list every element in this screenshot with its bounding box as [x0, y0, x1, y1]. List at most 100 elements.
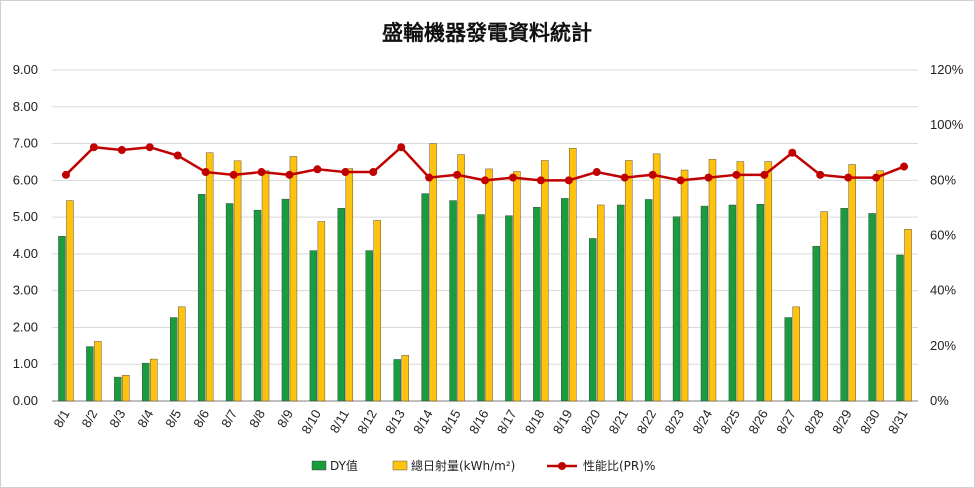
- dy-bar: [281, 198, 290, 402]
- irradiance-bar: [848, 164, 856, 402]
- left-tick-label: 8.00: [13, 99, 38, 114]
- irradiance-bar: [401, 355, 409, 402]
- dy-bar: [170, 317, 178, 402]
- legend-label: 性能比(PR)%: [583, 459, 655, 473]
- dy-bar: [253, 209, 262, 402]
- left-tick-label: 2.00: [13, 319, 38, 334]
- left-tick-label: 9.00: [13, 62, 38, 77]
- pr-point: [704, 173, 713, 182]
- pr-point: [369, 168, 378, 177]
- left-tick-label: 5.00: [13, 209, 38, 224]
- right-tick-label: 80%: [930, 172, 956, 187]
- dy-bar: [812, 245, 820, 402]
- irradiance-bar: [904, 229, 912, 402]
- right-tick-label: 100%: [930, 117, 964, 132]
- legend-swatch: [311, 460, 327, 471]
- irradiance-bar: [429, 143, 437, 402]
- irradiance-bar: [680, 169, 689, 402]
- right-tick-label: 0%: [930, 393, 949, 408]
- legend-swatch: [392, 460, 408, 471]
- irradiance-bar: [485, 168, 493, 402]
- dy-bar: [337, 208, 346, 402]
- dy-bar: [616, 204, 625, 402]
- dy-bar: [505, 215, 513, 402]
- dy-bar: [114, 376, 122, 402]
- irradiance-bar: [66, 200, 74, 402]
- dy-bar: [589, 238, 597, 402]
- dy-bar: [672, 216, 681, 402]
- pr-point: [788, 148, 797, 157]
- bars: [58, 143, 912, 402]
- right-tick-label: 120%: [930, 62, 964, 77]
- dy-bar: [728, 204, 737, 402]
- left-tick-label: 6.00: [13, 172, 38, 187]
- pr-point: [592, 168, 601, 177]
- irradiance-bar: [792, 306, 800, 402]
- dy-bar: [449, 200, 457, 402]
- irradiance-bar: [764, 161, 773, 402]
- irradiance-bar: [708, 159, 717, 402]
- dy-bar: [784, 317, 792, 402]
- irradiance-bar: [652, 153, 661, 402]
- pr-point: [285, 170, 294, 179]
- legend: DY值 總日射量(kWh/m²) 性能比(PR)%: [311, 458, 655, 473]
- irradiance-bar: [178, 306, 186, 402]
- left-tick-label: 4.00: [13, 246, 38, 261]
- dy-bar: [561, 198, 569, 402]
- pr-line: [61, 143, 909, 185]
- irradiance-bar: [205, 152, 214, 402]
- pr-point: [536, 176, 545, 185]
- dy-bar: [840, 208, 848, 402]
- pr-point: [117, 145, 126, 154]
- pr-point: [900, 162, 909, 171]
- irradiance-bar: [289, 156, 298, 402]
- dy-bar: [644, 199, 653, 402]
- dy-bar: [142, 362, 150, 402]
- pr-point: [816, 170, 825, 179]
- legend-label: 總日射量(kWh/m²): [411, 458, 515, 473]
- legend-label: DY值: [330, 458, 358, 473]
- dy-bar: [756, 204, 765, 402]
- left-tick-label: 1.00: [13, 356, 38, 371]
- right-axis-ticks: 0% 20% 40% 60% 80% 100% 120%: [930, 62, 964, 408]
- dy-bar: [868, 213, 876, 402]
- gridlines: [52, 69, 918, 402]
- irradiance-bar: [876, 170, 884, 402]
- irradiance-bar: [513, 171, 521, 402]
- irradiance-bar: [261, 170, 270, 402]
- legend-marker: [558, 462, 566, 470]
- dy-bar: [225, 203, 234, 402]
- pr-point: [397, 143, 406, 152]
- dy-bar: [700, 205, 709, 402]
- left-tick-label: 3.00: [13, 283, 38, 298]
- pr-point: [229, 170, 238, 179]
- irradiance-bar: [569, 148, 577, 402]
- dy-bar: [421, 193, 429, 402]
- pr-point: [145, 143, 154, 152]
- chart-title: 盛輪機器發電資料統計: [382, 21, 592, 45]
- irradiance-bar: [317, 221, 326, 402]
- irradiance-bar: [122, 375, 130, 402]
- irradiance-bar: [373, 220, 381, 402]
- pr-point: [872, 173, 881, 182]
- irradiance-bar: [150, 358, 158, 402]
- right-tick-label: 20%: [930, 338, 956, 353]
- dy-bar: [58, 236, 66, 402]
- irradiance-bar: [597, 204, 605, 402]
- left-axis-ticks: 0.00 1.00 2.00 3.00 4.00 5.00 6.00 7.00 8.00 9.00: [13, 62, 38, 408]
- irradiance-bar: [345, 168, 354, 402]
- pr-point: [425, 173, 434, 182]
- irradiance-bar: [541, 160, 549, 402]
- dy-bar: [86, 346, 94, 402]
- dy-bar: [896, 254, 904, 402]
- pr-point: [257, 168, 266, 177]
- irradiance-bar: [624, 160, 633, 402]
- irradiance-bar: [820, 211, 828, 402]
- pr-point: [564, 176, 573, 185]
- dy-bar: [197, 194, 206, 402]
- pr-point: [844, 173, 853, 182]
- irradiance-bar: [233, 160, 242, 402]
- pr-point: [648, 170, 657, 179]
- pr-point: [481, 176, 489, 185]
